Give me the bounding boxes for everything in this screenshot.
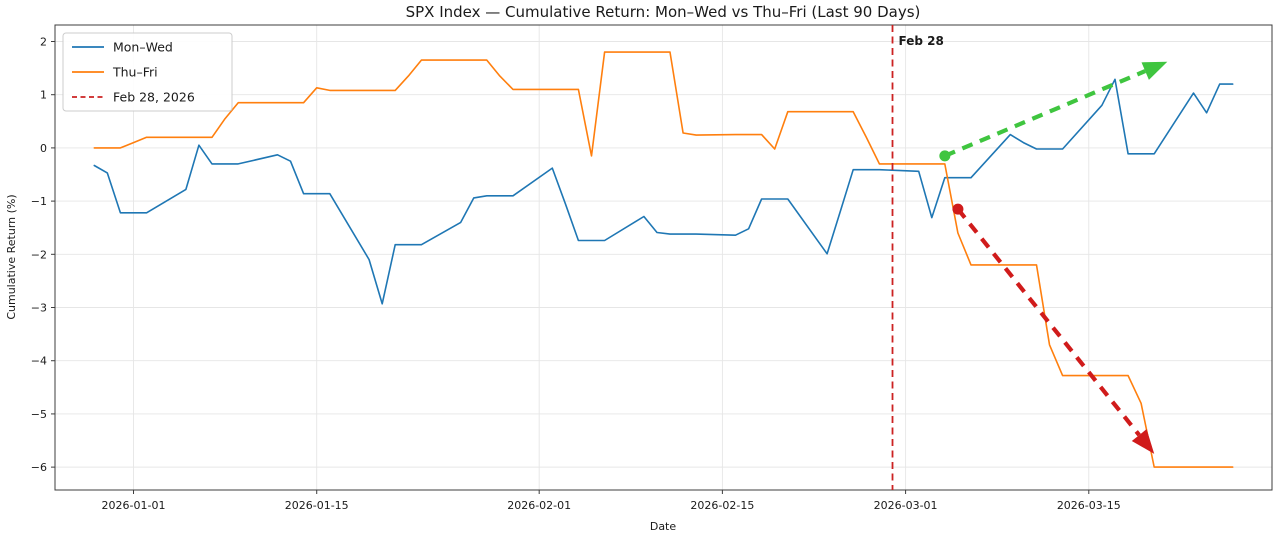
legend-label-mon-wed: Mon–Wed [113,40,173,55]
y-tick-label: −6 [31,461,47,474]
y-tick-label: 0 [40,142,47,155]
legend-label-thu-fri: Thu–Fri [112,65,158,80]
legend-label-feb28: Feb 28, 2026 [113,90,195,105]
series-line-thu-fri [93,51,1234,468]
x-tick-label: 2026-01-01 [102,499,166,512]
x-tick-label: 2026-02-15 [690,499,754,512]
uptrend-arrow-head [1141,61,1168,80]
downtrend-arrow-shaft [956,207,1141,437]
legend-box [62,32,233,112]
x-tick-label: 2026-01-15 [285,499,349,512]
series-line-mon-wed [93,78,1234,305]
uptrend-arrow-shaft [944,69,1147,158]
y-tick-label: −3 [31,302,47,315]
chart-title: SPX Index — Cumulative Return: Mon–Wed v… [406,3,921,21]
x-tick-label: 2026-02-01 [507,499,571,512]
y-tick-label: 2 [40,35,47,48]
y-tick-label: −2 [31,248,47,261]
y-tick-label: −5 [31,408,47,421]
legend: Mon–Wed Thu–Fri Feb 28, 2026 [62,32,233,112]
y-tick-label: −1 [31,195,47,208]
downtrend-arrow-origin-dot [952,203,964,215]
plot-area: 2 1 0 −1 −2 −3 −4 −5 −6 2026-01-01 2026-01-15 2026-… [31,24,1273,512]
plot-border [54,24,1273,491]
y-tick-label: −4 [31,355,47,368]
vline-date-label: Feb 28 [899,34,944,48]
y-tick-label: 1 [40,89,47,102]
downtrend-arrow-head [1131,429,1155,454]
y-axis-label: Cumulative Return (%) [5,194,18,319]
x-tick-label: 2026-03-01 [874,499,938,512]
x-tick-label: 2026-03-15 [1057,499,1121,512]
uptrend-arrow-origin-dot [939,150,951,162]
x-axis-label: Date [650,520,677,533]
